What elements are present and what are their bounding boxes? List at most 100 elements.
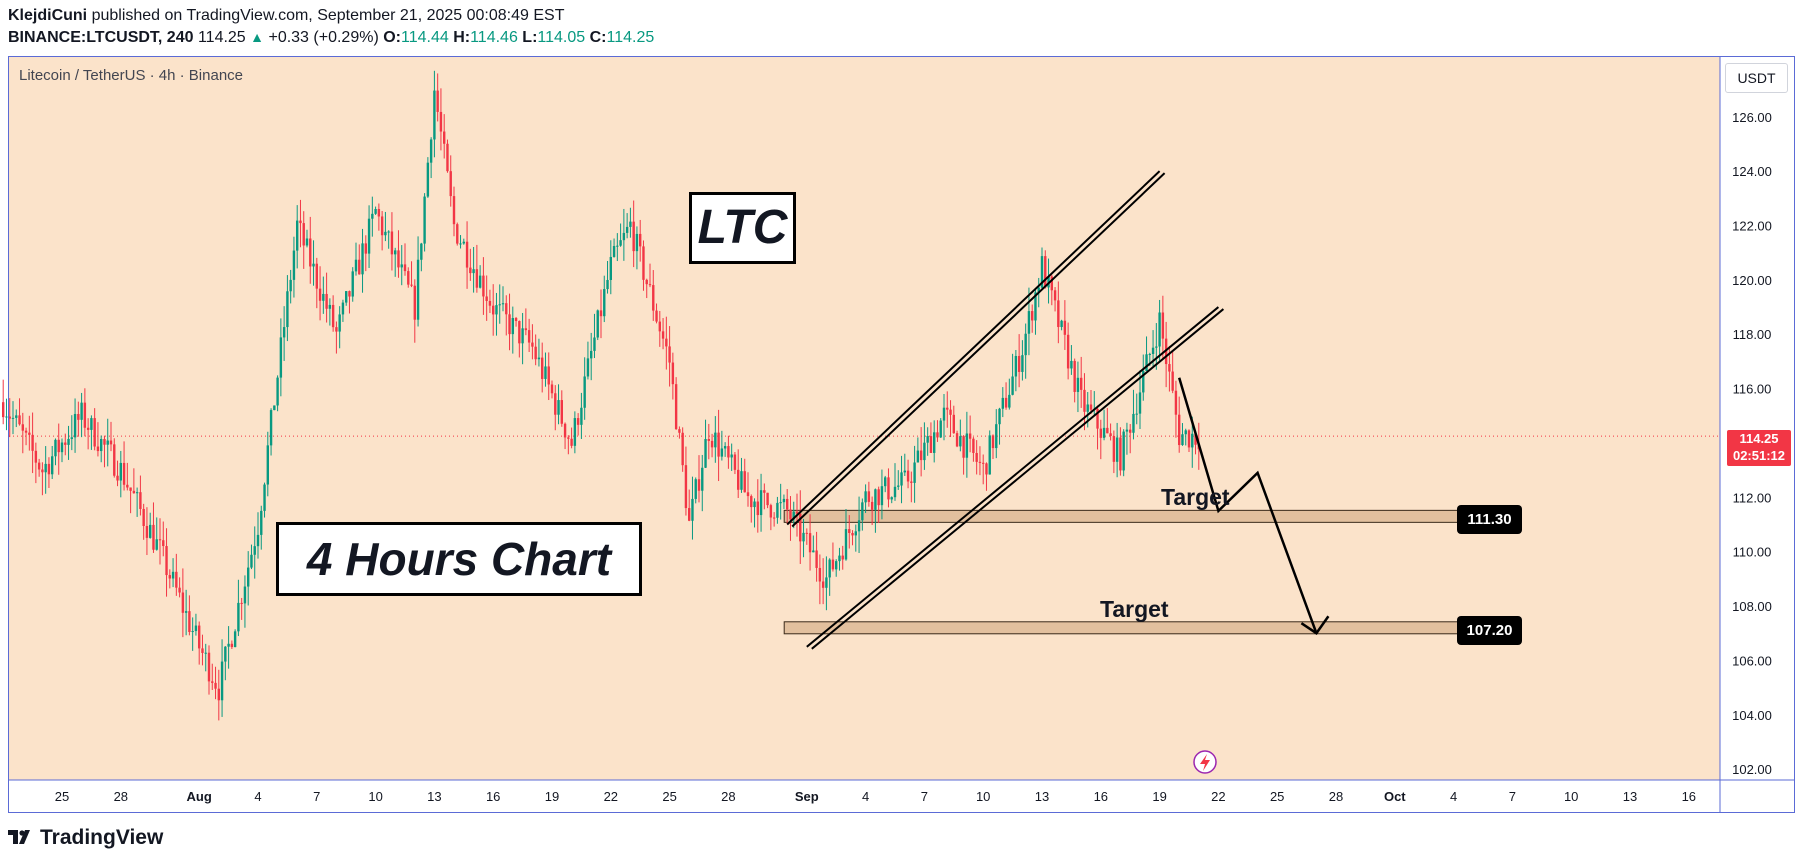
candle-body	[149, 524, 152, 538]
candle-body	[237, 602, 240, 632]
candle-body	[302, 223, 305, 246]
candle-body	[15, 415, 18, 418]
candle-body	[795, 511, 799, 514]
candle-body	[158, 539, 162, 541]
candle-body	[191, 631, 194, 633]
candle-body	[671, 362, 675, 385]
candle-body	[511, 317, 514, 335]
candle-body	[459, 243, 462, 245]
candle-body	[606, 279, 609, 290]
candle-body	[1181, 434, 1184, 446]
footer-brand[interactable]: TradingView	[8, 826, 163, 850]
candle-body	[854, 531, 857, 536]
candle-body	[544, 366, 547, 379]
candle-body	[1073, 360, 1076, 392]
candle-body	[116, 475, 119, 481]
candle-body	[786, 498, 789, 510]
candle-body	[1145, 354, 1148, 371]
candle-body	[547, 366, 550, 385]
candle-body	[214, 682, 217, 689]
candle-body	[1011, 376, 1014, 395]
candle-body	[730, 454, 733, 458]
candle-body	[250, 554, 253, 568]
candle-body	[145, 525, 149, 538]
x-tick-label: 16	[1094, 789, 1108, 804]
candle-body	[83, 402, 87, 428]
x-tick-label: 19	[545, 789, 559, 804]
candle-body	[609, 256, 612, 280]
candle-body	[247, 567, 250, 587]
candle-body	[665, 338, 668, 347]
subtitle-annotation[interactable]: 4 Hours Chart	[276, 522, 642, 596]
candle-body	[1109, 433, 1112, 437]
candle-body	[949, 409, 952, 415]
candle-body	[622, 232, 626, 241]
candle-body	[168, 575, 171, 579]
candle-body	[273, 405, 276, 411]
candle-body	[279, 337, 283, 378]
candle-body	[194, 625, 198, 632]
candle-body	[514, 317, 518, 322]
close-value: 114.25	[606, 29, 655, 46]
candle-body	[67, 438, 70, 445]
author-name[interactable]: KlejdiCuni	[8, 7, 88, 24]
candle-body	[469, 267, 472, 274]
candle-body	[276, 377, 279, 406]
candle-body	[135, 492, 139, 494]
candle-body	[1024, 333, 1027, 356]
candle-body	[318, 288, 322, 301]
symbol-label: BINANCE:LTCUSDT, 240	[8, 29, 194, 46]
title-annotation[interactable]: LTC	[689, 192, 796, 264]
candle-body	[263, 484, 266, 511]
candle-body	[171, 571, 175, 579]
candle-body	[296, 220, 299, 251]
candle-body	[867, 491, 871, 502]
candle-body	[583, 376, 586, 408]
open-label: O:	[383, 29, 401, 46]
y-tick-label: 106.00	[1732, 653, 1772, 668]
candle-body	[492, 305, 495, 315]
candle-body	[710, 440, 714, 448]
candle-body	[880, 486, 884, 506]
candle-body	[1158, 312, 1161, 347]
candle-body	[877, 489, 880, 506]
candle-body	[913, 462, 916, 483]
x-tick-label: 16	[1682, 789, 1696, 804]
candle-body	[289, 279, 292, 292]
candle-body	[674, 384, 678, 430]
candle-body	[420, 243, 423, 260]
candle-body	[1119, 437, 1122, 471]
candle-body	[955, 433, 959, 447]
candle-body	[384, 231, 387, 236]
candle-body	[1050, 276, 1053, 291]
candle-body	[733, 454, 737, 470]
candle-body	[501, 303, 505, 305]
currency-button[interactable]: USDT	[1725, 63, 1788, 93]
candle-body	[498, 304, 501, 306]
x-tick-label: 7	[313, 789, 320, 804]
high-value: 114.46	[470, 29, 518, 46]
candle-body	[1125, 429, 1129, 432]
candle-body	[51, 456, 54, 475]
candle-body	[113, 444, 116, 476]
x-tick-label: 22	[1211, 789, 1225, 804]
candle-body	[919, 450, 923, 461]
candle-body	[299, 220, 302, 224]
candle-body	[851, 533, 854, 536]
candle-body	[1191, 433, 1194, 448]
candle-body	[155, 539, 158, 550]
candle-body	[1132, 413, 1135, 433]
candle-body	[691, 498, 694, 521]
candle-body	[1178, 414, 1181, 446]
candle-body	[926, 436, 929, 443]
candle-body	[240, 602, 243, 604]
high-label: H:	[453, 29, 471, 46]
candle-body	[475, 269, 479, 288]
x-tick-label: 22	[604, 789, 618, 804]
candle-body	[220, 661, 224, 701]
candle-body	[766, 492, 769, 506]
candle-body	[799, 513, 802, 542]
x-tick-label: 28	[721, 789, 735, 804]
candle-body	[1135, 413, 1138, 415]
